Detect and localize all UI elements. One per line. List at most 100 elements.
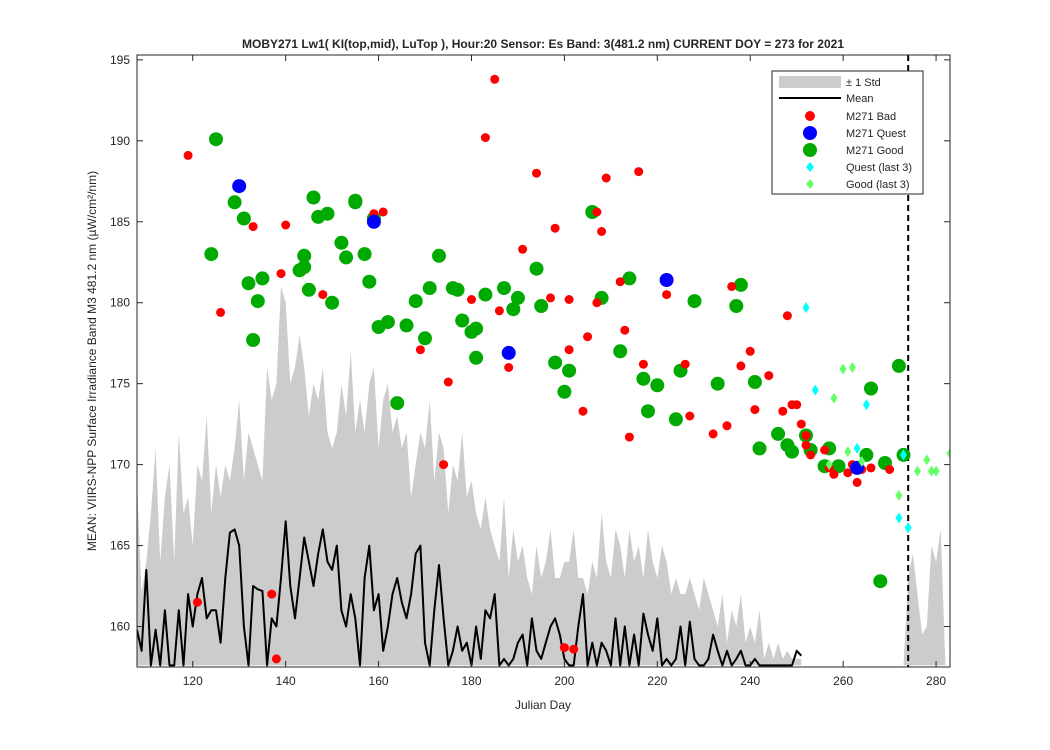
- bad-point: [796, 419, 806, 429]
- good-last3-point: [848, 362, 856, 373]
- good-point: [209, 132, 223, 147]
- bad-point: [183, 150, 193, 160]
- bad-point: [578, 406, 588, 416]
- good-last3-point: [895, 489, 903, 501]
- bad-point: [318, 290, 328, 300]
- bad-point: [378, 207, 388, 217]
- bad-point: [750, 405, 760, 415]
- y-tick-label: 170: [110, 458, 130, 472]
- bad-point: [559, 643, 569, 653]
- bad-point: [792, 400, 802, 410]
- good-point: [380, 315, 395, 330]
- quest-last3-point: [811, 384, 819, 396]
- good-point: [255, 271, 270, 286]
- std-band-segment-0: [137, 286, 802, 666]
- bad-point: [267, 589, 277, 599]
- legend-bad-label: M271 Bad: [846, 111, 896, 123]
- legend-quest-label: M271 Quest: [846, 128, 906, 140]
- bad-point: [620, 325, 630, 335]
- bad-point: [634, 167, 644, 177]
- good-point: [733, 277, 748, 292]
- good-point: [204, 247, 219, 262]
- y-tick-label: 175: [110, 377, 130, 391]
- good-point: [729, 299, 744, 313]
- bad-point: [624, 432, 634, 442]
- legend-good-last3-marker: [806, 179, 814, 189]
- good-point: [432, 248, 446, 263]
- bad-point: [736, 361, 746, 371]
- x-tick-label: 220: [647, 674, 667, 688]
- bad-point: [592, 298, 602, 308]
- bad-point: [564, 295, 574, 304]
- bad-point: [820, 445, 830, 455]
- good-last3-point: [914, 465, 921, 477]
- legend-mean-label: Mean: [846, 93, 874, 105]
- good-last3-point: [923, 454, 931, 466]
- legend-std-label: ± 1 Std: [846, 77, 881, 89]
- y-tick-label: 185: [110, 215, 130, 229]
- quest-last3-point: [895, 512, 903, 524]
- y-tick-label: 165: [110, 539, 130, 553]
- x-tick-label: 240: [740, 674, 760, 688]
- good-point: [422, 281, 437, 296]
- good-point: [390, 396, 405, 411]
- good-point: [469, 350, 484, 365]
- good-point: [710, 376, 725, 391]
- bad-point: [192, 597, 202, 607]
- good-point: [236, 211, 251, 226]
- bad-point: [248, 222, 258, 232]
- good-point: [450, 282, 465, 297]
- y-tick-label: 195: [110, 53, 130, 67]
- good-point: [747, 375, 762, 389]
- std-band-layer: [137, 286, 950, 666]
- x-tick-label: 140: [276, 674, 296, 688]
- quest-point: [659, 273, 674, 287]
- x-tick-label: 200: [554, 674, 574, 688]
- good-point: [529, 261, 544, 276]
- legend-good-last3-label: Good (last 3): [846, 179, 910, 191]
- good-point: [891, 358, 906, 373]
- mean-line: [137, 520, 803, 667]
- quest-point: [501, 345, 516, 360]
- legend-quest-last3-marker: [806, 162, 814, 172]
- good-point: [246, 333, 261, 347]
- good-point: [334, 235, 349, 250]
- bad-point: [601, 173, 611, 183]
- bad-point: [504, 363, 514, 372]
- bad-point: [494, 306, 504, 316]
- bad-point: [638, 359, 648, 369]
- good-point: [687, 294, 702, 309]
- good-point: [339, 250, 354, 265]
- bad-point: [532, 168, 541, 178]
- quest-point: [232, 179, 247, 194]
- good-point: [668, 412, 683, 427]
- bad-point: [467, 295, 476, 304]
- good-point: [785, 444, 799, 459]
- legend-bad-marker: [805, 111, 815, 121]
- bad-point: [782, 311, 792, 321]
- legend-good-label: M271 Good: [846, 145, 903, 157]
- good-point: [873, 574, 888, 589]
- y-axis-label: MEAN: VIIRS-NPP Surface Irradiance Band …: [85, 171, 99, 551]
- bad-point: [480, 133, 490, 143]
- bad-point: [592, 207, 602, 217]
- good-point: [752, 441, 767, 456]
- good-point: [408, 294, 423, 309]
- good-point: [650, 378, 665, 393]
- bad-point: [583, 332, 593, 342]
- good-point: [297, 248, 312, 263]
- bad-point: [745, 346, 755, 356]
- good-point: [320, 206, 335, 221]
- bad-point: [569, 644, 579, 654]
- bad-point: [806, 450, 816, 460]
- good-point: [641, 404, 655, 419]
- good-point: [478, 287, 493, 302]
- good-last3-point: [858, 455, 866, 467]
- good-point: [831, 459, 846, 474]
- bad-point: [778, 406, 788, 416]
- bad-point: [801, 431, 811, 440]
- good-point: [250, 294, 265, 309]
- good-point: [325, 295, 340, 310]
- quest-last3-point: [900, 449, 907, 461]
- good-point: [636, 371, 651, 386]
